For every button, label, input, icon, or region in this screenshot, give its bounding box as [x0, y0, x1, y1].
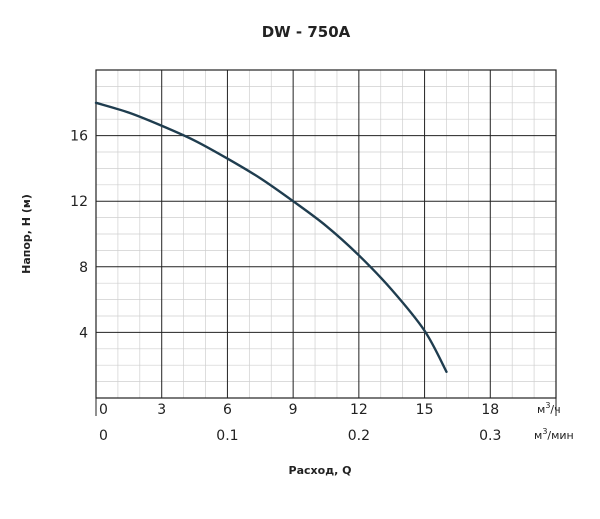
x-unit-m3min: м3/мин	[534, 427, 574, 442]
series-line	[94, 101, 448, 373]
y-tick-label: 4	[79, 325, 88, 341]
curve-layer	[94, 101, 448, 373]
x-tick-label-m3h: 18	[481, 402, 499, 418]
x-tick-label-m3min: 0.3	[479, 428, 501, 444]
plot-frame	[95, 69, 557, 399]
y-tick-labels: 4 8 12 16	[70, 129, 88, 342]
x-tick-label-m3min: 0	[99, 428, 108, 444]
x-tick-label-m3min: 0.1	[216, 428, 238, 444]
x-tick-label-m3min: 0.2	[348, 428, 370, 444]
chart-title: DW - 750A	[262, 23, 351, 41]
x-tick-label-m3h: 6	[223, 402, 232, 418]
x-tick-labels-m3h: 0 3 6 9 12 15 18	[99, 402, 499, 418]
y-tick-label: 16	[70, 129, 88, 145]
x-tick-label-m3h: 9	[289, 402, 298, 418]
x-axis-separators	[95, 398, 557, 416]
x-tick-label-m3h: 0	[99, 402, 108, 418]
x-tick-label-m3h: 3	[157, 402, 166, 418]
x-tick-label-m3h: 12	[350, 402, 368, 418]
x-axis-label: Расход, Q	[289, 464, 352, 477]
minor-grid	[96, 70, 556, 398]
x-unit-m3h: м3/ч	[537, 401, 561, 416]
y-tick-label: 8	[79, 260, 88, 276]
x-tick-label-m3h: 15	[416, 402, 434, 418]
y-axis-label: Напор, Н (м)	[20, 194, 33, 274]
y-tick-label: 12	[70, 194, 88, 210]
x-tick-labels-m3min: 0 0.1 0.2 0.3	[99, 428, 501, 444]
